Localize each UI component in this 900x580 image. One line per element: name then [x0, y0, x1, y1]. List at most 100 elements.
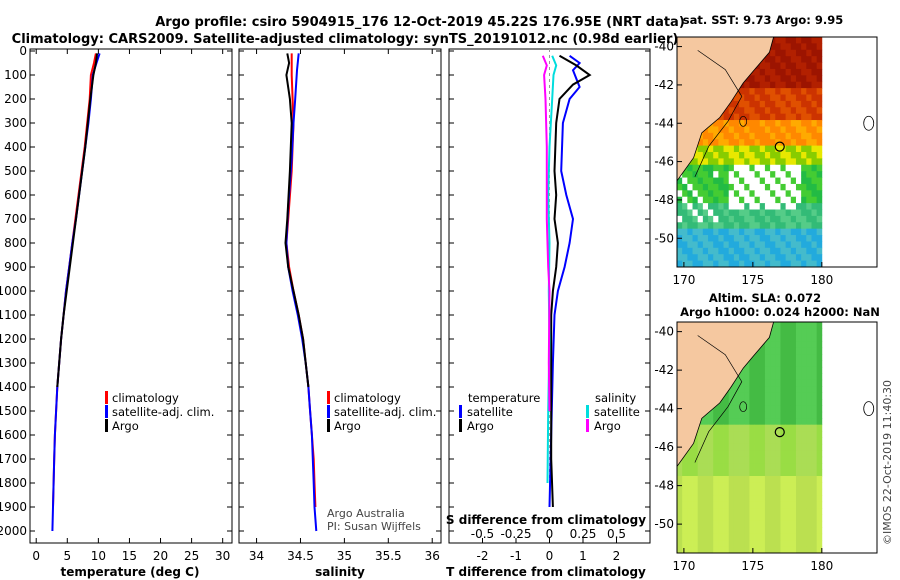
map-cell — [811, 94, 818, 102]
map-cell — [739, 373, 745, 381]
map-cell — [692, 520, 699, 528]
map-cell — [697, 463, 704, 470]
map-cell — [775, 373, 781, 381]
map-cell — [692, 190, 699, 198]
map-cell — [816, 254, 823, 262]
s-tick-label: -0.5 — [471, 527, 494, 541]
map-cell — [775, 43, 781, 51]
map-cell — [811, 463, 818, 470]
map-cell — [780, 222, 787, 230]
map-cell — [764, 183, 771, 191]
map-cell — [759, 469, 766, 477]
map-cell — [718, 260, 724, 267]
x-tick-label: 175 — [741, 559, 764, 573]
map-cell — [770, 139, 776, 147]
map-cell — [713, 177, 719, 185]
map-cell — [682, 482, 688, 490]
map-cell — [801, 328, 807, 336]
map-cell — [728, 418, 735, 426]
map-cell — [682, 228, 688, 236]
map-cell — [770, 196, 776, 204]
y-tick-label: -40 — [654, 325, 674, 339]
map-cell — [728, 139, 735, 147]
map-cell — [754, 443, 761, 451]
map-cell — [739, 247, 745, 255]
map-cell — [801, 260, 807, 267]
map-cell — [790, 241, 797, 249]
map-cell — [764, 443, 771, 451]
map-cell — [801, 196, 807, 204]
map-cell — [790, 469, 797, 477]
map-cell — [795, 120, 802, 127]
x-tick-label: 15 — [122, 549, 137, 563]
map-cell — [677, 209, 683, 217]
map-cell — [801, 463, 807, 470]
map-cell — [811, 145, 818, 153]
map-cell — [739, 469, 745, 477]
map-cell — [754, 254, 761, 262]
map-cell — [723, 171, 730, 178]
map-cell — [728, 450, 735, 458]
map-cell — [728, 456, 735, 464]
map-cell — [785, 411, 792, 419]
difference-plot: -2 -1 0 1 2-0.5 -0.25 0 0.25 0.5 — [449, 49, 650, 563]
map-cell — [739, 411, 745, 419]
map-cell — [806, 235, 812, 242]
map-cell — [795, 100, 802, 108]
map-cell — [718, 158, 724, 166]
map-cell — [785, 37, 792, 44]
map-cell — [754, 241, 761, 249]
map-cell — [811, 171, 818, 178]
map-cell — [790, 94, 797, 102]
map-cell — [677, 222, 683, 230]
map-cell — [739, 88, 745, 95]
map-cell — [697, 241, 704, 249]
map-cell — [775, 443, 781, 451]
map-cell — [718, 424, 724, 432]
map-cell — [744, 260, 750, 267]
map-cell — [744, 145, 750, 153]
map-cell — [728, 386, 735, 393]
map-cell — [801, 56, 807, 63]
map-cell — [702, 145, 709, 153]
map-cell — [702, 527, 709, 535]
map-cell — [713, 476, 719, 483]
map-cell — [713, 469, 719, 477]
map-cell — [816, 222, 823, 230]
map-cell — [733, 113, 740, 121]
x-tick-label: 0 — [32, 549, 40, 563]
map-cell — [775, 132, 781, 140]
y-tick-label: -50 — [654, 231, 674, 245]
map-cell — [744, 203, 750, 210]
map-cell — [708, 132, 714, 140]
map-cell — [801, 341, 807, 349]
map-cell — [775, 495, 781, 503]
map-cell — [790, 132, 797, 140]
map-cell — [801, 373, 807, 381]
map-cell — [692, 501, 699, 509]
map-cell — [749, 100, 755, 108]
map-cell — [790, 43, 797, 51]
map-cell — [754, 437, 761, 445]
map-cell — [775, 501, 781, 509]
map-cell — [759, 508, 766, 515]
map-cell — [780, 379, 787, 387]
y-tick-label: -40 — [654, 40, 674, 54]
map-cell — [795, 347, 802, 355]
map-cell — [801, 508, 807, 515]
map-cell — [687, 450, 693, 458]
map-cell — [723, 209, 730, 217]
map-cell — [723, 113, 730, 121]
y-tick-label: -48 — [654, 479, 674, 493]
map-cell — [723, 520, 730, 528]
map-cell — [764, 424, 771, 432]
legend-title-salinity: salinity — [595, 391, 636, 405]
map-cell — [790, 508, 797, 515]
map-cell — [739, 241, 745, 249]
map-cell — [801, 139, 807, 147]
map-cell — [816, 209, 823, 217]
legend-swatch-satellite — [327, 405, 330, 418]
map-cell — [708, 520, 714, 528]
map-cell — [754, 527, 761, 535]
map-cell — [780, 49, 787, 57]
